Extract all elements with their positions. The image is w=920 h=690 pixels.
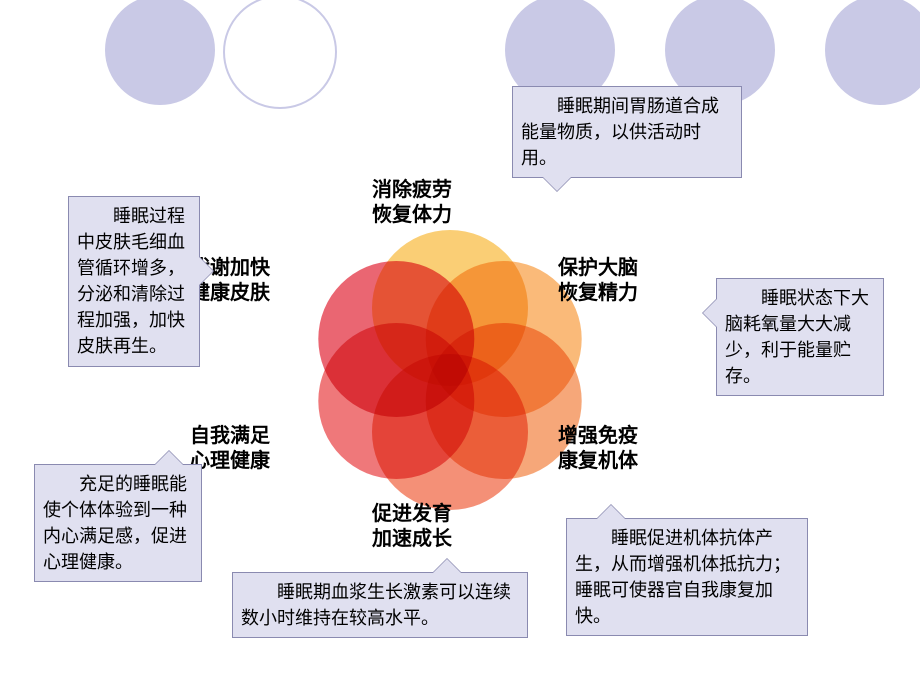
callout-tr: 睡眠状态下大脑耗氧量大大减少，利于能量贮存。 [716,278,884,396]
callout-tl: 睡眠过程中皮肤毛细血管循环增多，分泌和清除过程加强，加快皮肤再生。 [68,196,200,367]
callout-br: 睡眠促进机体抗体产生，从而增强机体抵抗力；睡眠可使器官自我康复加快。 [566,518,808,636]
callout-tail [703,299,717,327]
deco-circle [223,0,337,109]
callout-text: 充足的睡眠能使个体体验到一种内心满足感，促进心理健康。 [43,474,187,572]
callout-tail [597,505,625,519]
venn-label-bottom: 促进发育 加速成长 [372,502,452,552]
callout-tail [433,559,461,573]
callout-text: 睡眠期间胃肠道合成能量物质，以供活动时用。 [521,96,719,168]
venn-flower [306,226,594,514]
callout-bl: 充足的睡眠能使个体体验到一种内心满足感，促进心理健康。 [34,464,202,582]
venn-label-tr: 保护大脑 恢复精力 [558,256,638,306]
venn-label-br: 增强免疫 康复机体 [558,424,638,474]
callout-tail [155,451,183,465]
callout-bottom: 睡眠期血浆生长激素可以连续数小时维持在较高水平。 [232,572,528,638]
callout-tail [199,257,213,285]
callout-text: 睡眠过程中皮肤毛细血管循环增多，分泌和清除过程加强，加快皮肤再生。 [77,206,185,356]
venn-label-bl: 自我满足 心理健康 [190,424,270,474]
deco-circle [105,0,215,105]
callout-text: 睡眠促进机体抗体产生，从而增强机体抵抗力；睡眠可使器官自我康复加快。 [575,528,791,626]
deco-circle [825,0,920,105]
callout-top: 睡眠期间胃肠道合成能量物质，以供活动时用。 [512,86,742,178]
venn-label-top: 消除疲劳 恢复体力 [372,178,452,228]
callout-text: 睡眠期血浆生长激素可以连续数小时维持在较高水平。 [241,582,511,628]
callout-text: 睡眠状态下大脑耗氧量大大减少，利于能量贮存。 [725,288,869,386]
callout-tail [543,177,571,191]
venn-petal [318,261,474,417]
